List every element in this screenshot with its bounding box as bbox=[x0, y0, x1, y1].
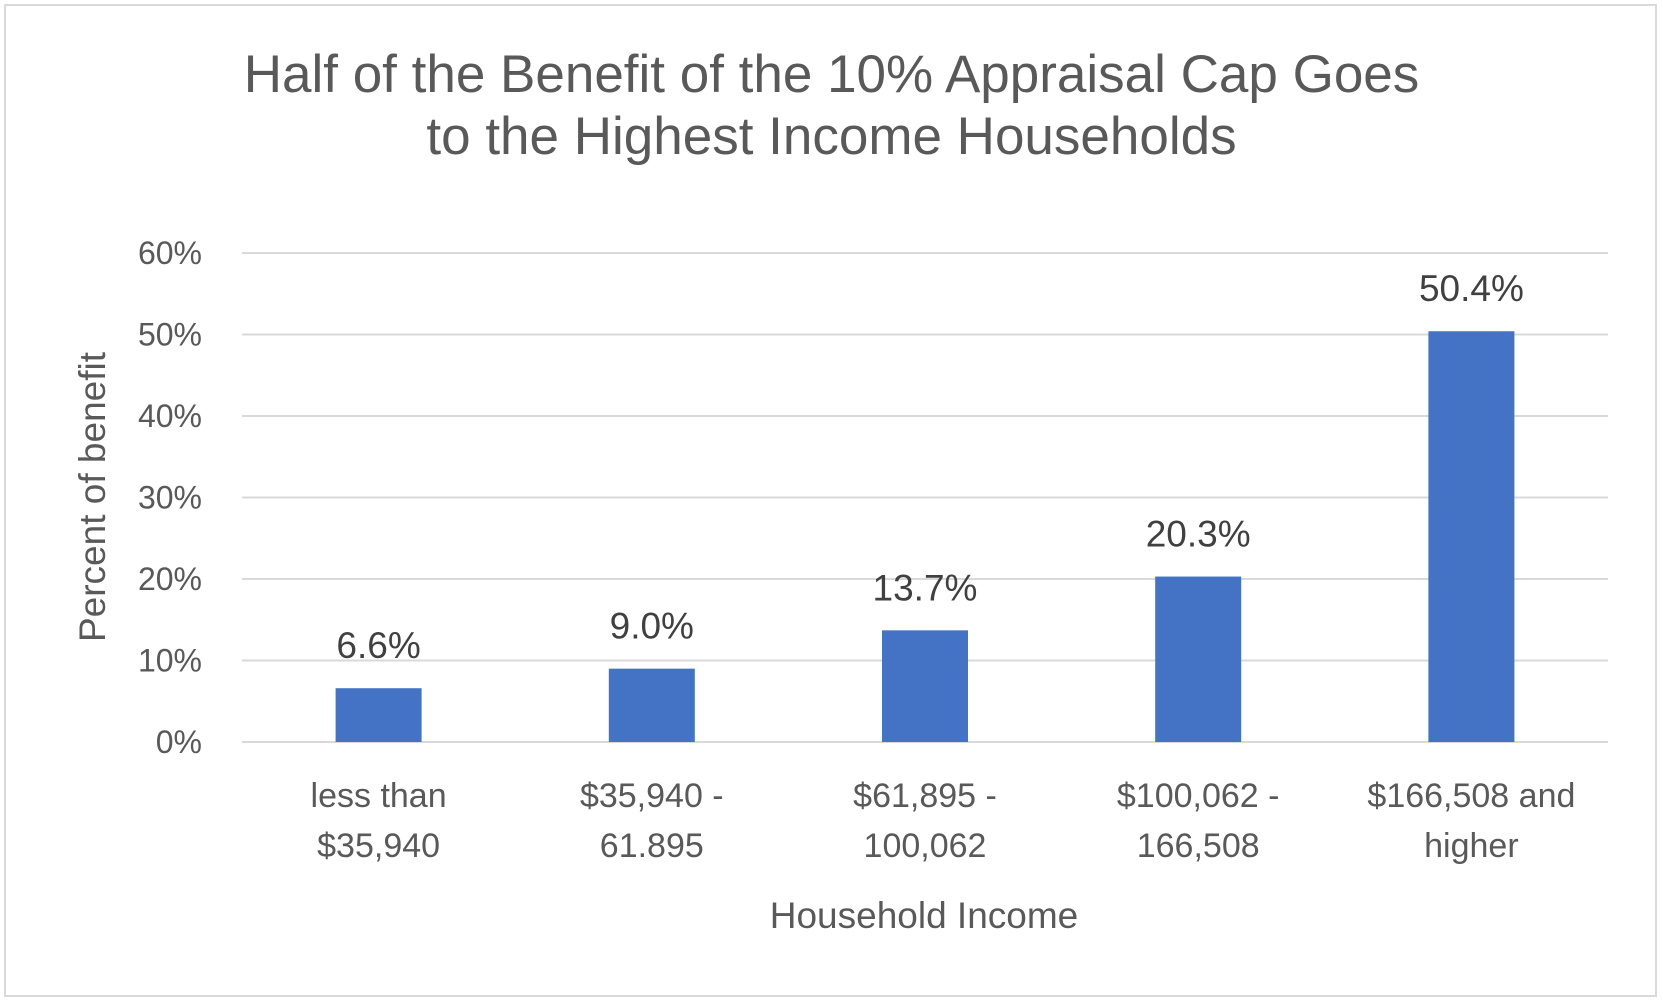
x-category-label: 100,062 bbox=[864, 827, 987, 865]
chart-frame bbox=[4, 4, 1657, 997]
data-label: 20.3% bbox=[1146, 514, 1251, 555]
y-tick-label: 60% bbox=[138, 235, 202, 271]
chart-title: Half of the Benefit of the 10% Appraisal… bbox=[0, 44, 1663, 168]
y-axis-title: Percent of benefit bbox=[72, 351, 113, 642]
x-category-label: $35,940 bbox=[317, 827, 440, 865]
bar bbox=[608, 668, 695, 742]
x-category-label: 61.895 bbox=[600, 827, 704, 865]
data-label: 9.0% bbox=[610, 606, 694, 647]
x-axis-categories: less than $35,940 $35,940 - 61.895 $61,895 -… bbox=[311, 777, 1576, 865]
gridlines bbox=[242, 252, 1608, 743]
x-category-label: $166,508 and bbox=[1367, 777, 1575, 815]
y-axis-ticks: 0% 10% 20% 30% 40% 50% 60% bbox=[138, 235, 202, 760]
bar bbox=[1155, 576, 1242, 742]
y-tick-label: 20% bbox=[138, 561, 202, 597]
y-tick-label: 50% bbox=[138, 317, 202, 353]
x-category-label: $61,895 - bbox=[853, 777, 997, 815]
x-category-label: $35,940 - bbox=[580, 777, 724, 815]
data-label: 6.6% bbox=[336, 625, 420, 666]
x-axis-title: Household Income bbox=[770, 895, 1079, 936]
y-tick-label: 40% bbox=[138, 398, 202, 434]
x-category-label: higher bbox=[1424, 827, 1519, 865]
bars bbox=[335, 331, 1515, 742]
bar bbox=[1428, 331, 1515, 742]
bar bbox=[335, 688, 422, 742]
chart-title-line-1: Half of the Benefit of the 10% Appraisal… bbox=[243, 45, 1420, 104]
y-tick-label: 0% bbox=[156, 724, 202, 760]
x-category-label: less than bbox=[311, 777, 447, 815]
data-labels: 6.6% 9.0% 13.7% 20.3% 50.4% bbox=[336, 268, 1523, 666]
data-label: 50.4% bbox=[1419, 268, 1524, 309]
x-category-label: $100,062 - bbox=[1117, 777, 1280, 815]
bar bbox=[882, 630, 968, 742]
data-label: 13.7% bbox=[873, 567, 978, 608]
y-tick-label: 10% bbox=[138, 643, 202, 679]
y-tick-label: 30% bbox=[138, 480, 202, 516]
chart-title-line-2: to the Highest Income Households bbox=[426, 107, 1237, 166]
x-category-label: 166,508 bbox=[1137, 827, 1260, 865]
